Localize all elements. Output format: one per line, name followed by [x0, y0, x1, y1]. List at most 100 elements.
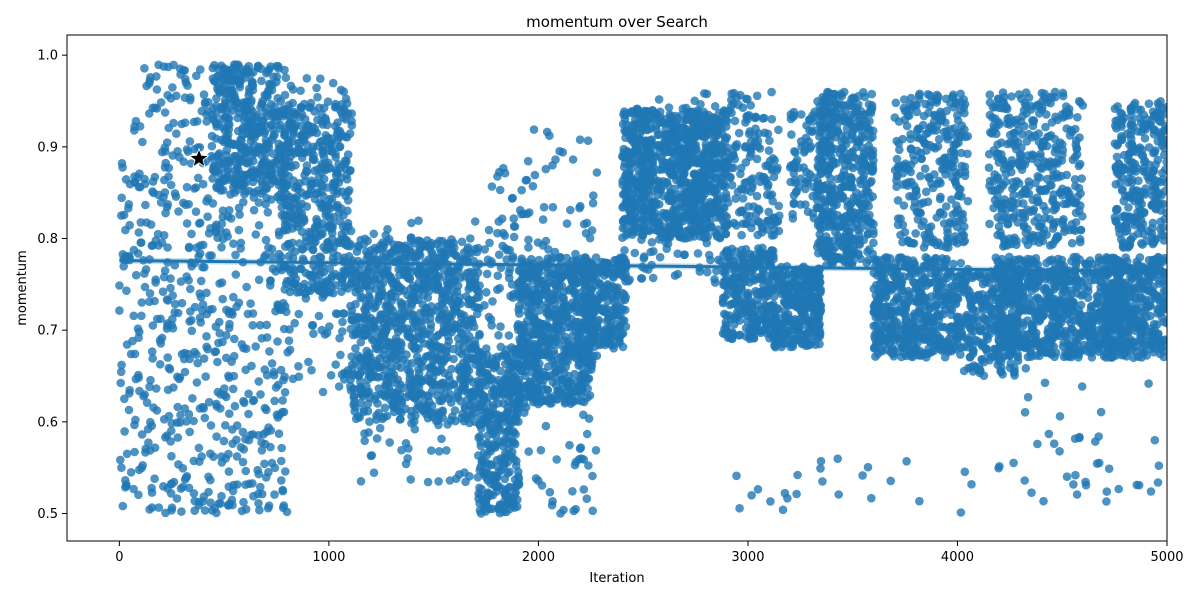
- scatter-point: [576, 374, 585, 384]
- scatter-point: [211, 322, 221, 332]
- scatter-point: [116, 367, 126, 377]
- scatter-point: [637, 235, 646, 244]
- scatter-point: [152, 85, 162, 94]
- scatter-point: [244, 90, 253, 100]
- scatter-point: [314, 311, 324, 321]
- scatter-point: [496, 342, 506, 352]
- scatter-point: [347, 306, 357, 316]
- scatter-point: [434, 420, 443, 430]
- scatter-point: [663, 239, 673, 248]
- scatter-point: [336, 106, 345, 115]
- scatter-point: [333, 126, 343, 136]
- scatter-point: [413, 317, 423, 327]
- scatter-point: [296, 103, 306, 112]
- scatter-point: [462, 292, 471, 301]
- scatter-point: [138, 137, 147, 147]
- scatter-point: [166, 489, 176, 498]
- scatter-point: [427, 401, 437, 411]
- scatter-point: [184, 349, 193, 359]
- scatter-point: [124, 405, 134, 415]
- scatter-point: [335, 333, 344, 343]
- scatter-point: [323, 133, 333, 143]
- scatter-point: [566, 399, 576, 409]
- scatter-point: [234, 298, 244, 308]
- scatter-point: [587, 226, 597, 235]
- scatter-point: [202, 288, 211, 298]
- scatter-point: [199, 404, 208, 413]
- scatter-point: [147, 347, 157, 356]
- scatter-point: [270, 490, 279, 499]
- scatter-point: [134, 490, 143, 500]
- scatter-point: [148, 241, 158, 250]
- scatter-point: [249, 491, 258, 501]
- scatter-point: [268, 264, 278, 274]
- scatter-point: [257, 446, 267, 455]
- scatter-point: [130, 122, 139, 131]
- scatter-point: [247, 361, 256, 371]
- scatter-point: [145, 446, 155, 455]
- scatter-point: [302, 74, 312, 83]
- scatter-point: [129, 245, 139, 255]
- scatter-point: [395, 353, 404, 363]
- scatter-point: [368, 334, 377, 343]
- scatter-point: [168, 314, 177, 324]
- scatter-point: [222, 331, 231, 340]
- scatter-point: [462, 348, 471, 358]
- scatter-point: [310, 194, 320, 204]
- scatter-point: [669, 121, 678, 130]
- scatter-point: [124, 200, 134, 209]
- scatter-point: [423, 274, 433, 284]
- scatter-point: [465, 400, 475, 410]
- scatter-point: [158, 287, 168, 297]
- scatter-point: [163, 200, 173, 209]
- scatter-point: [345, 166, 355, 176]
- scatter-point: [374, 291, 384, 301]
- scatter-point: [207, 154, 217, 163]
- scatter-point: [238, 145, 248, 154]
- scatter-point: [422, 329, 431, 339]
- scatter-point: [633, 172, 642, 182]
- scatter-point: [518, 352, 528, 362]
- scatter-point: [500, 457, 510, 467]
- scatter-point: [357, 386, 367, 395]
- scatter-point: [445, 476, 455, 485]
- scatter-point: [180, 367, 190, 377]
- scatter-point: [396, 346, 406, 355]
- scatter-point: [197, 452, 206, 461]
- scatter-point: [642, 116, 651, 125]
- scatter-point: [255, 505, 264, 515]
- scatter-point: [529, 297, 539, 307]
- scatter-point: [294, 362, 303, 371]
- scatter-point: [379, 333, 389, 343]
- scatter-point: [115, 281, 124, 290]
- scatter-point: [524, 243, 533, 252]
- scatter-point: [580, 322, 590, 332]
- scatter-point: [494, 250, 504, 259]
- scatter-point: [571, 249, 580, 259]
- scatter-point: [160, 143, 170, 152]
- scatter-point: [543, 269, 552, 279]
- scatter-point: [314, 224, 324, 234]
- scatter-point: [589, 351, 598, 361]
- scatter-point: [345, 241, 355, 251]
- scatter-point: [280, 388, 290, 397]
- scatter-point: [698, 158, 707, 168]
- scatter-point: [550, 350, 559, 359]
- scatter-point: [244, 389, 253, 399]
- scatter-point: [198, 240, 208, 250]
- scatter-point: [492, 355, 501, 365]
- scatter-point: [495, 185, 505, 195]
- scatter-point: [451, 251, 461, 260]
- scatter-point: [473, 303, 482, 312]
- scatter-point: [514, 359, 524, 369]
- scatter-point: [287, 124, 296, 133]
- scatter-point: [672, 194, 681, 204]
- scatter-point: [327, 228, 337, 238]
- scatter-point: [552, 394, 562, 403]
- scatter-point: [434, 447, 444, 456]
- scatter-point: [281, 467, 290, 476]
- scatter-point: [230, 188, 239, 197]
- scatter-point: [482, 359, 491, 369]
- scatter-point: [161, 433, 170, 442]
- scatter-point: [436, 343, 446, 352]
